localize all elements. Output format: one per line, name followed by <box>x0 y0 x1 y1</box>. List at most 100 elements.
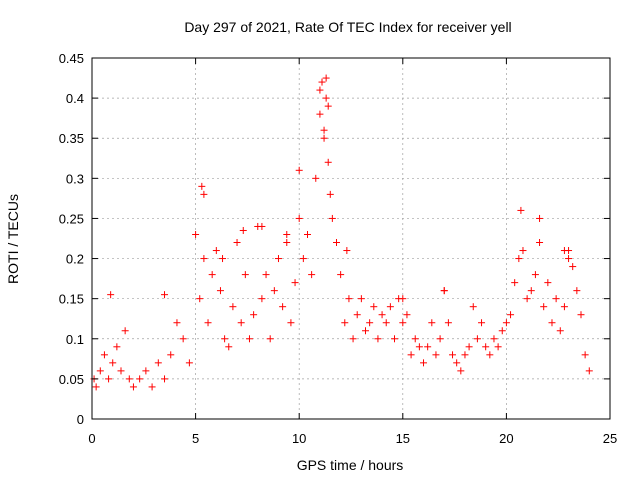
data-point <box>316 110 324 118</box>
data-point <box>245 335 253 343</box>
data-point <box>403 311 411 319</box>
data-point <box>490 335 498 343</box>
data-point <box>386 303 394 311</box>
data-point <box>560 247 568 255</box>
data-point <box>105 375 113 383</box>
data-point <box>322 94 330 102</box>
data-point <box>494 343 502 351</box>
data-point <box>399 319 407 327</box>
x-tick-label: 10 <box>292 431 306 446</box>
x-tick-label: 5 <box>192 431 199 446</box>
data-point <box>569 263 577 271</box>
data-point <box>370 303 378 311</box>
data-point <box>233 239 241 247</box>
data-point <box>320 134 328 142</box>
data-point <box>212 247 220 255</box>
y-tick-label: 0 <box>77 412 84 427</box>
data-point <box>324 102 332 110</box>
data-point <box>299 255 307 263</box>
data-points <box>90 74 593 391</box>
data-point <box>200 190 208 198</box>
data-point <box>357 295 365 303</box>
data-point <box>565 255 573 263</box>
data-point <box>258 295 266 303</box>
data-point <box>411 335 419 343</box>
data-point <box>581 351 589 359</box>
data-point <box>196 295 204 303</box>
data-point <box>161 291 169 299</box>
data-point <box>154 359 162 367</box>
x-axis-title: GPS time / hours <box>297 457 404 473</box>
x-tick-label: 20 <box>499 431 513 446</box>
data-point <box>436 335 444 343</box>
data-point <box>295 166 303 174</box>
data-point <box>262 271 270 279</box>
x-tick-label: 15 <box>396 431 410 446</box>
y-tick-label: 0.25 <box>59 211 84 226</box>
data-point <box>478 319 486 327</box>
y-tick-label: 0.45 <box>59 51 84 66</box>
data-point <box>391 335 399 343</box>
data-point <box>345 295 353 303</box>
data-point <box>100 351 108 359</box>
data-point <box>415 343 423 351</box>
data-point <box>320 126 328 134</box>
data-point <box>353 311 361 319</box>
data-point <box>577 311 585 319</box>
data-point <box>258 222 266 230</box>
data-point <box>221 335 229 343</box>
data-point <box>200 255 208 263</box>
data-point <box>585 367 593 375</box>
data-point <box>326 190 334 198</box>
data-point <box>424 343 432 351</box>
y-tick-label: 0.3 <box>66 171 84 186</box>
data-point <box>239 226 247 234</box>
data-point <box>142 367 150 375</box>
data-point <box>449 351 457 359</box>
data-point <box>148 383 156 391</box>
data-point <box>241 271 249 279</box>
data-point <box>440 287 448 295</box>
data-point <box>322 74 330 82</box>
data-point <box>507 311 515 319</box>
y-tick-label: 0.15 <box>59 292 84 307</box>
data-point <box>457 367 465 375</box>
plot-frame <box>91 57 611 420</box>
data-point <box>374 335 382 343</box>
data-point <box>318 78 326 86</box>
data-point <box>366 319 374 327</box>
data-point <box>428 319 436 327</box>
data-point <box>531 271 539 279</box>
data-point <box>573 287 581 295</box>
data-point <box>527 287 535 295</box>
data-point <box>225 343 233 351</box>
data-point <box>332 239 340 247</box>
data-point <box>556 327 564 335</box>
data-point <box>208 271 216 279</box>
data-point <box>179 335 187 343</box>
data-point <box>498 327 506 335</box>
data-point <box>548 319 556 327</box>
x-tick-label: 25 <box>603 431 617 446</box>
data-point <box>266 335 274 343</box>
data-point <box>407 351 415 359</box>
data-point <box>291 279 299 287</box>
data-point <box>502 319 510 327</box>
data-point <box>279 303 287 311</box>
data-point <box>432 351 440 359</box>
x-tick-label: 0 <box>88 431 95 446</box>
data-point <box>237 319 245 327</box>
data-point <box>324 158 332 166</box>
data-point <box>173 319 181 327</box>
y-axis-title: ROTI / TECUs <box>5 194 21 284</box>
data-point <box>517 206 525 214</box>
grid-layer <box>92 58 610 419</box>
data-point <box>536 239 544 247</box>
data-point <box>117 367 125 375</box>
data-point <box>337 271 345 279</box>
data-point <box>382 319 390 327</box>
data-point <box>109 359 117 367</box>
data-point <box>192 230 200 238</box>
data-point <box>274 255 282 263</box>
data-point <box>121 327 129 335</box>
